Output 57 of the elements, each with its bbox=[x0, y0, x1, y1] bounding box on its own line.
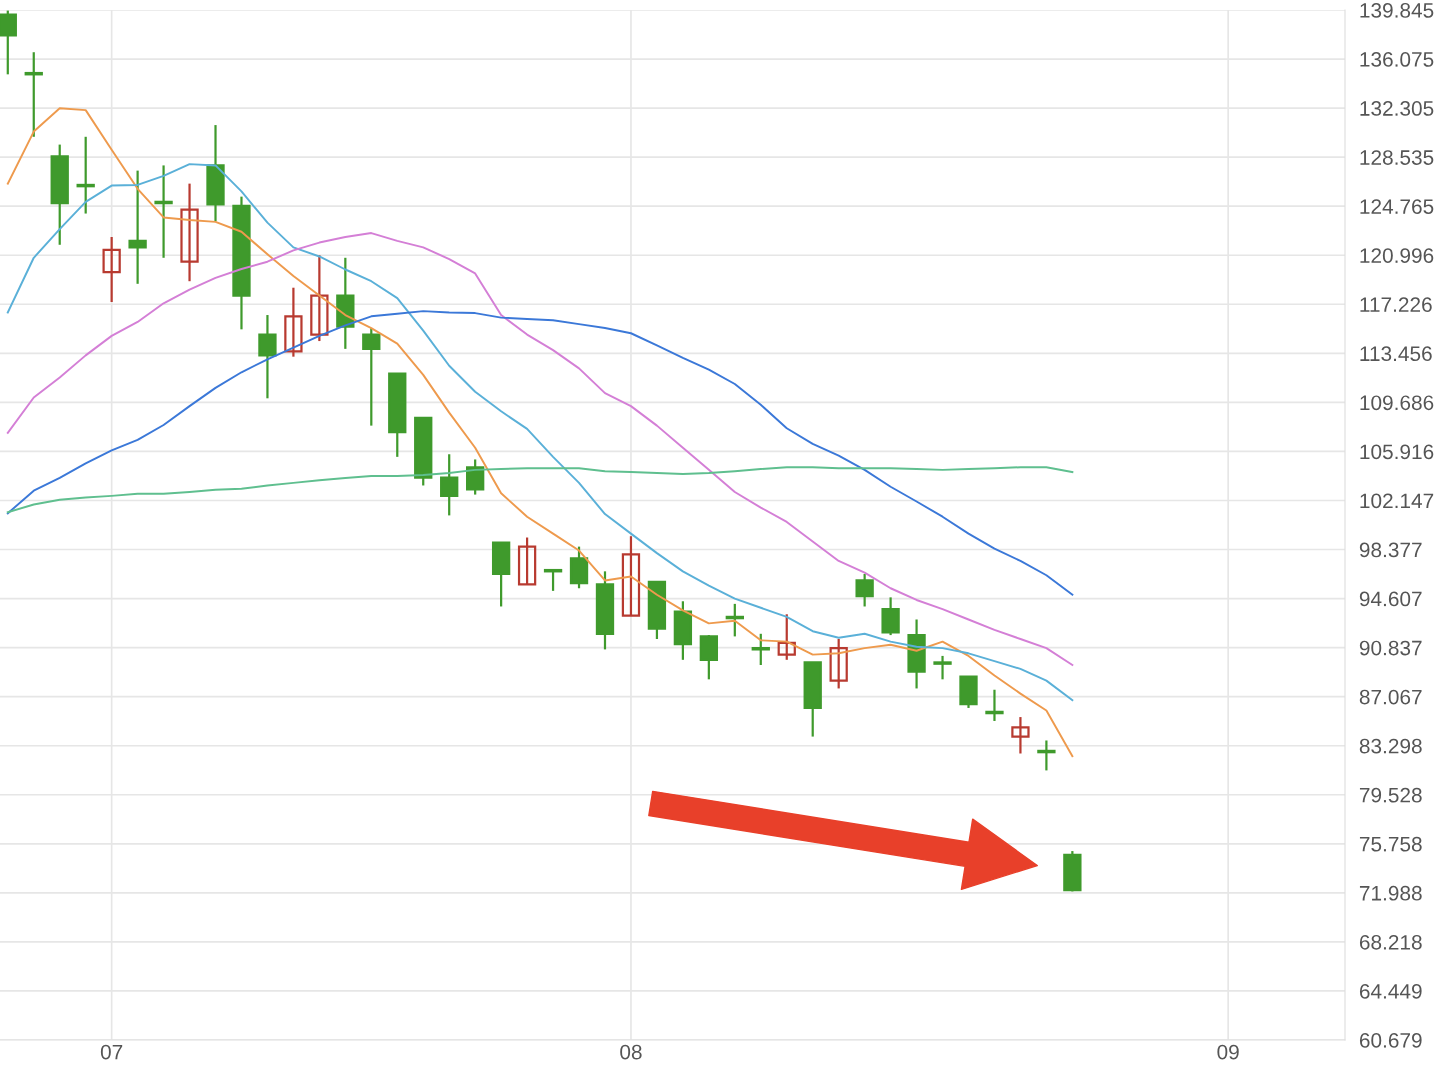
candlestick bbox=[362, 326, 381, 427]
y-tick-label: 60.679 bbox=[1359, 1033, 1422, 1048]
y-tick-label: 94.607 bbox=[1359, 591, 1422, 607]
candlestick bbox=[517, 536, 537, 586]
candlestick bbox=[855, 572, 874, 608]
candlestick bbox=[24, 51, 43, 138]
candlestick bbox=[440, 453, 459, 517]
x-tick-label: 07 bbox=[100, 1044, 123, 1060]
y-tick-label: 90.837 bbox=[1359, 640, 1422, 656]
candlestick bbox=[180, 182, 199, 283]
candlestick bbox=[751, 632, 770, 667]
candlestick bbox=[0, 10, 17, 76]
candlestick bbox=[543, 568, 563, 592]
candlestick bbox=[829, 637, 848, 690]
y-tick-label: 117.226 bbox=[1360, 297, 1432, 313]
candlestick bbox=[933, 654, 952, 681]
candlestick bbox=[102, 235, 121, 304]
y-tick-label: 136.075 bbox=[1360, 52, 1434, 67]
candlestick bbox=[881, 596, 900, 637]
candlestick bbox=[1037, 739, 1056, 772]
y-tick-label: 124.765 bbox=[1360, 199, 1434, 214]
line-series bbox=[6, 466, 1074, 514]
candlestick bbox=[466, 458, 485, 496]
y-tick-label: 120.996 bbox=[1360, 248, 1434, 263]
y-tick-label: 71.988 bbox=[1359, 885, 1422, 901]
y-tick-label: 128.535 bbox=[1360, 150, 1434, 165]
y-tick-label: 132.305 bbox=[1360, 101, 1434, 116]
x-tick-label: 08 bbox=[620, 1044, 642, 1060]
line-series bbox=[6, 163, 1074, 702]
candlestick bbox=[284, 286, 303, 358]
y-tick-label: 75.758 bbox=[1359, 836, 1422, 852]
candlestick bbox=[777, 613, 796, 661]
candlestick bbox=[699, 633, 719, 681]
y-tick-label: 139.845 bbox=[1360, 3, 1434, 18]
y-tick-label: 79.528 bbox=[1359, 787, 1422, 803]
candlestick bbox=[985, 688, 1004, 723]
x-tick-label: 09 bbox=[1217, 1044, 1239, 1060]
candlestick bbox=[258, 313, 277, 400]
candlestick bbox=[310, 254, 329, 343]
y-tick-label: 109.686 bbox=[1360, 395, 1434, 411]
y-tick-label: 105.916 bbox=[1360, 444, 1434, 460]
line-series bbox=[6, 310, 1074, 596]
y-tick-label: 98.377 bbox=[1359, 542, 1422, 558]
candlestick bbox=[1011, 715, 1030, 755]
candlestick bbox=[76, 135, 95, 215]
candlestick bbox=[128, 169, 147, 285]
y-tick-label: 102.147 bbox=[1360, 493, 1434, 509]
candlestick bbox=[621, 535, 641, 617]
candlestick bbox=[725, 602, 744, 638]
line-series bbox=[6, 232, 1074, 666]
line-series bbox=[6, 107, 1074, 758]
y-tick-label: 83.298 bbox=[1359, 738, 1422, 754]
y-tick-label: 68.218 bbox=[1359, 934, 1422, 950]
y-tick-label: 64.449 bbox=[1359, 983, 1422, 999]
y-tick-label: 113.456 bbox=[1360, 346, 1432, 362]
candlestick bbox=[154, 164, 173, 259]
y-tick-label: 87.067 bbox=[1359, 689, 1422, 705]
